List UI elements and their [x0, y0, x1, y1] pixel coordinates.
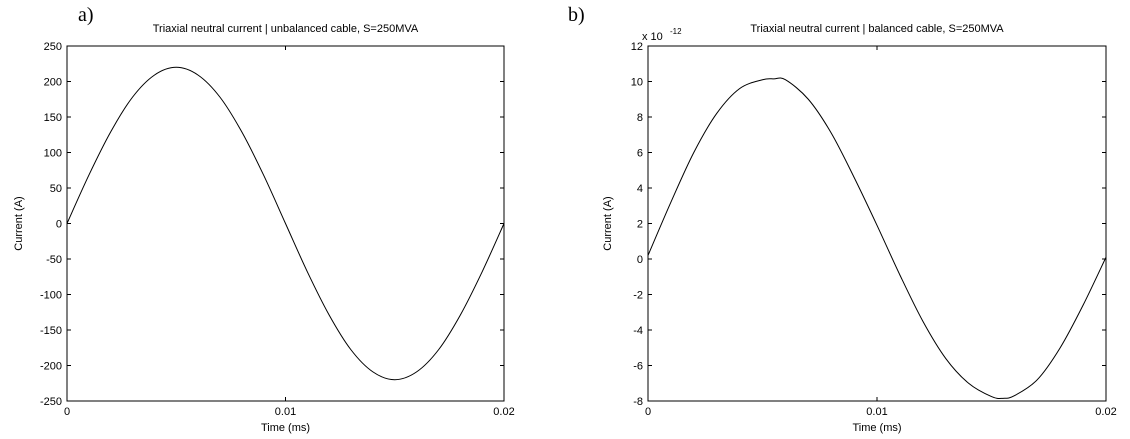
x-tick-label-a: 0.01: [275, 406, 296, 418]
x-tick-label-a: 0.02: [493, 406, 514, 418]
x-tick-label-b: 0: [645, 406, 651, 418]
y-axis-label-a: Current (A): [13, 196, 25, 250]
y-tick-label-a: 250: [44, 41, 62, 53]
y-tick-label-b: -6: [633, 361, 643, 373]
x-tick-label-b: 0.02: [1095, 406, 1116, 418]
chart-title-b: Triaxial neutral current | balanced cabl…: [750, 23, 1004, 35]
series-line-a-0: [66, 66, 505, 381]
y-tick-label-a: -50: [46, 254, 62, 266]
y-tick-label-b: 8: [637, 112, 643, 124]
series-line-b-0: [647, 77, 1107, 400]
y-tick-label-b: 10: [631, 77, 643, 89]
chart-title-a: Triaxial neutral current | unbalanced ca…: [153, 23, 419, 35]
y-tick-label-b: 0: [637, 254, 643, 266]
panel-label-a: a): [78, 4, 94, 26]
y-tick-label-a: -150: [40, 325, 62, 337]
y-tick-label-b: 12: [631, 41, 643, 53]
panel-label-b: b): [568, 4, 585, 26]
y-tick-label-b: 4: [637, 183, 643, 195]
y-tick-label-b: 6: [637, 148, 643, 160]
y-tick-label-b: -4: [633, 325, 643, 337]
y-tick-label-a: 150: [44, 112, 62, 124]
y-exponent-power-b: -12: [670, 27, 682, 36]
y-tick-label-a: 100: [44, 148, 62, 160]
y-tick-label-a: -200: [40, 361, 62, 373]
y-tick-label-b: 2: [637, 219, 643, 231]
x-axis-label-b: Time (ms): [852, 422, 901, 434]
y-axis-label-b: Current (A): [602, 196, 614, 250]
x-axis-label-a: Time (ms): [261, 422, 310, 434]
y-tick-label-a: 200: [44, 77, 62, 89]
y-tick-label-a: -100: [40, 290, 62, 302]
y-tick-label-a: 0: [56, 219, 62, 231]
y-tick-label-a: 50: [50, 183, 62, 195]
x-tick-label-a: 0: [64, 406, 70, 418]
x-tick-label-b: 0.01: [866, 406, 887, 418]
y-exponent-base-b: x 10: [642, 31, 663, 43]
plot-frame-b: [647, 45, 1107, 402]
y-tick-label-a: -250: [40, 396, 62, 408]
y-tick-label-b: -2: [633, 290, 643, 302]
y-tick-label-b: -8: [633, 396, 643, 408]
